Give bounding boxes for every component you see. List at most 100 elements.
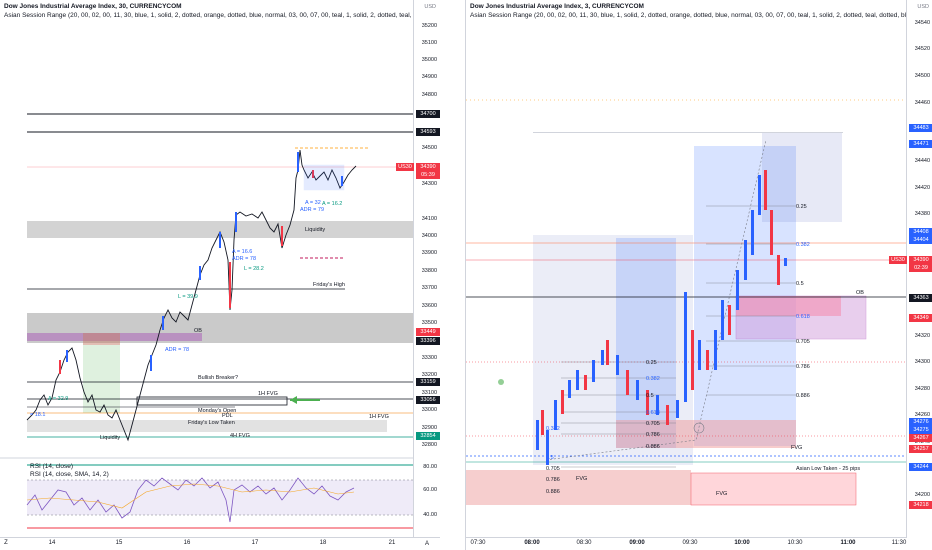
svg-text:0.886: 0.886 <box>646 444 660 450</box>
left-price-chart[interactable]: Liquidity Friday's High OB Bullish Break… <box>0 0 440 550</box>
price-tag: 34593 <box>416 128 440 136</box>
price-tick: 34200 <box>914 492 930 498</box>
price-tick: 34300 <box>914 359 930 365</box>
time-label: 18 <box>319 540 327 546</box>
svg-text:L = 28.2: L = 28.2 <box>244 266 264 272</box>
price-tag: 33159 <box>416 378 440 386</box>
svg-text:PDL: PDL <box>222 413 233 419</box>
right-time-axis[interactable]: 07:30 08:00 08:30 09:00 09:30 10:00 10:3… <box>466 537 907 550</box>
left-price-axis[interactable]: USD 35200 35100 35000 34900 34800 34500 … <box>396 0 440 550</box>
time-label: 21 <box>388 540 396 546</box>
time-label: 15 <box>115 540 123 546</box>
right-candles <box>536 170 787 465</box>
ob-zone <box>27 313 414 343</box>
price-tag: 34404 <box>909 236 932 244</box>
price-tick: 34440 <box>914 158 930 164</box>
svg-text:OB: OB <box>856 290 864 296</box>
price-tick: 34000 <box>421 233 437 239</box>
price-tag: 34363 <box>909 294 932 302</box>
svg-text:OB: OB <box>194 328 202 334</box>
svg-text:0.382: 0.382 <box>546 426 560 432</box>
svg-text:0.618: 0.618 <box>796 314 810 320</box>
price-tick: 34320 <box>914 333 930 339</box>
svg-text:A = 16.6: A = 16.6 <box>232 249 252 255</box>
price-tag: 33449 <box>416 328 440 336</box>
svg-text:4H FVG: 4H FVG <box>230 433 250 439</box>
svg-text:0.705: 0.705 <box>796 339 810 345</box>
pane-separator[interactable] <box>440 0 465 550</box>
price-tick: 33800 <box>421 268 437 274</box>
left-chart-title: Dow Jones Industrial Average Index, 30, … <box>4 3 182 10</box>
price-tick: 35200 <box>421 23 437 29</box>
price-tick: 33100 <box>421 390 437 396</box>
countdown-tag: 02:39 <box>909 264 932 272</box>
time-label: 09:00 <box>629 540 645 546</box>
svg-text:0.705: 0.705 <box>546 466 560 472</box>
price-tick: 34800 <box>421 92 437 98</box>
price-tag: 34267 <box>909 434 932 442</box>
price-tick: 32800 <box>421 442 437 448</box>
auto-scale-toggle[interactable]: A <box>414 537 440 550</box>
price-tick: 34280 <box>914 386 930 392</box>
svg-text:A = 32: A = 32 <box>305 200 321 206</box>
left-candles <box>59 152 343 374</box>
price-tag: 34257 <box>909 445 932 453</box>
svg-text:0.25: 0.25 <box>796 204 807 210</box>
time-label: 07:30 <box>470 540 486 546</box>
price-tag: 34276 <box>909 418 932 426</box>
liquidity-zone <box>27 221 414 238</box>
price-tick: 34260 <box>914 412 930 418</box>
svg-text:Friday's Low Taken: Friday's Low Taken <box>188 420 235 426</box>
svg-text:0.705: 0.705 <box>646 421 660 427</box>
svg-text:0.886: 0.886 <box>796 393 810 399</box>
time-label: 09:30 <box>682 540 698 546</box>
svg-text:1H FVG: 1H FVG <box>258 391 278 397</box>
right-price-chart[interactable]: 0.25 0.382 0.5 0.618 0.705 0.786 0.886 0… <box>466 0 932 550</box>
svg-text:A = 32.9: A = 32.9 <box>48 396 68 402</box>
price-tick: 33200 <box>421 372 437 378</box>
svg-text:ADR = 78: ADR = 78 <box>165 347 189 353</box>
svg-text:0.5: 0.5 <box>796 281 804 287</box>
price-tag: 34218 <box>909 501 932 509</box>
price-tag: 34244 <box>909 463 932 471</box>
svg-text:FVG: FVG <box>716 491 727 497</box>
price-tick: 34500 <box>914 73 930 79</box>
time-label: 11:30 <box>891 540 907 546</box>
price-tick: 34100 <box>421 216 437 222</box>
price-tick: 35000 <box>421 57 437 63</box>
svg-text:Bullish Breaker?: Bullish Breaker? <box>198 375 238 381</box>
zoom-toggle[interactable]: Z <box>4 540 8 546</box>
price-tag: 34275 <box>909 426 932 434</box>
right-chart-subtitle: Asian Session Range (20, 00, 02, 00, 11,… <box>470 12 914 19</box>
price-tick: 33500 <box>421 320 437 326</box>
left-time-axis[interactable]: Z 14 15 16 17 18 21 <box>0 537 414 550</box>
right-chart-title: Dow Jones Industrial Average Index, 3, C… <box>470 3 644 10</box>
time-label: 08:30 <box>576 540 592 546</box>
annot-liquidity: Liquidity <box>305 227 325 233</box>
svg-text:0.382: 0.382 <box>646 376 660 382</box>
right-chart-pane[interactable]: 0.25 0.382 0.5 0.618 0.705 0.786 0.886 0… <box>465 0 932 550</box>
price-tag: 33396 <box>416 337 440 345</box>
countdown-tag: 05:39 <box>416 171 440 179</box>
svg-text:0.786: 0.786 <box>796 364 810 370</box>
price-tick: 34380 <box>914 211 930 217</box>
time-label: 14 <box>48 540 56 546</box>
time-label: 17 <box>251 540 259 546</box>
svg-text:1H FVG: 1H FVG <box>369 414 389 420</box>
svg-text:Liquidity: Liquidity <box>100 435 120 441</box>
svg-text:0.618: 0.618 <box>646 410 660 416</box>
right-price-axis[interactable]: USD 34540 34520 34500 34460 34440 34420 … <box>889 0 932 550</box>
fvg-zone <box>466 470 691 505</box>
svg-text:A = 16.2: A = 16.2 <box>322 201 342 207</box>
price-tag: 34471 <box>909 140 932 148</box>
symbol-tag: US30 <box>889 256 907 264</box>
symbol-tag: US30 <box>396 163 414 171</box>
svg-text:0.5: 0.5 <box>646 393 654 399</box>
svg-text:Friday's High: Friday's High <box>313 282 345 288</box>
svg-text:0.886: 0.886 <box>546 489 560 495</box>
svg-text:FVG: FVG <box>791 445 802 451</box>
price-tick: 34540 <box>914 20 930 26</box>
left-chart-pane[interactable]: Liquidity Friday's High OB Bullish Break… <box>0 0 441 550</box>
purple-zone <box>27 333 202 341</box>
time-label: 08:00 <box>524 540 540 546</box>
